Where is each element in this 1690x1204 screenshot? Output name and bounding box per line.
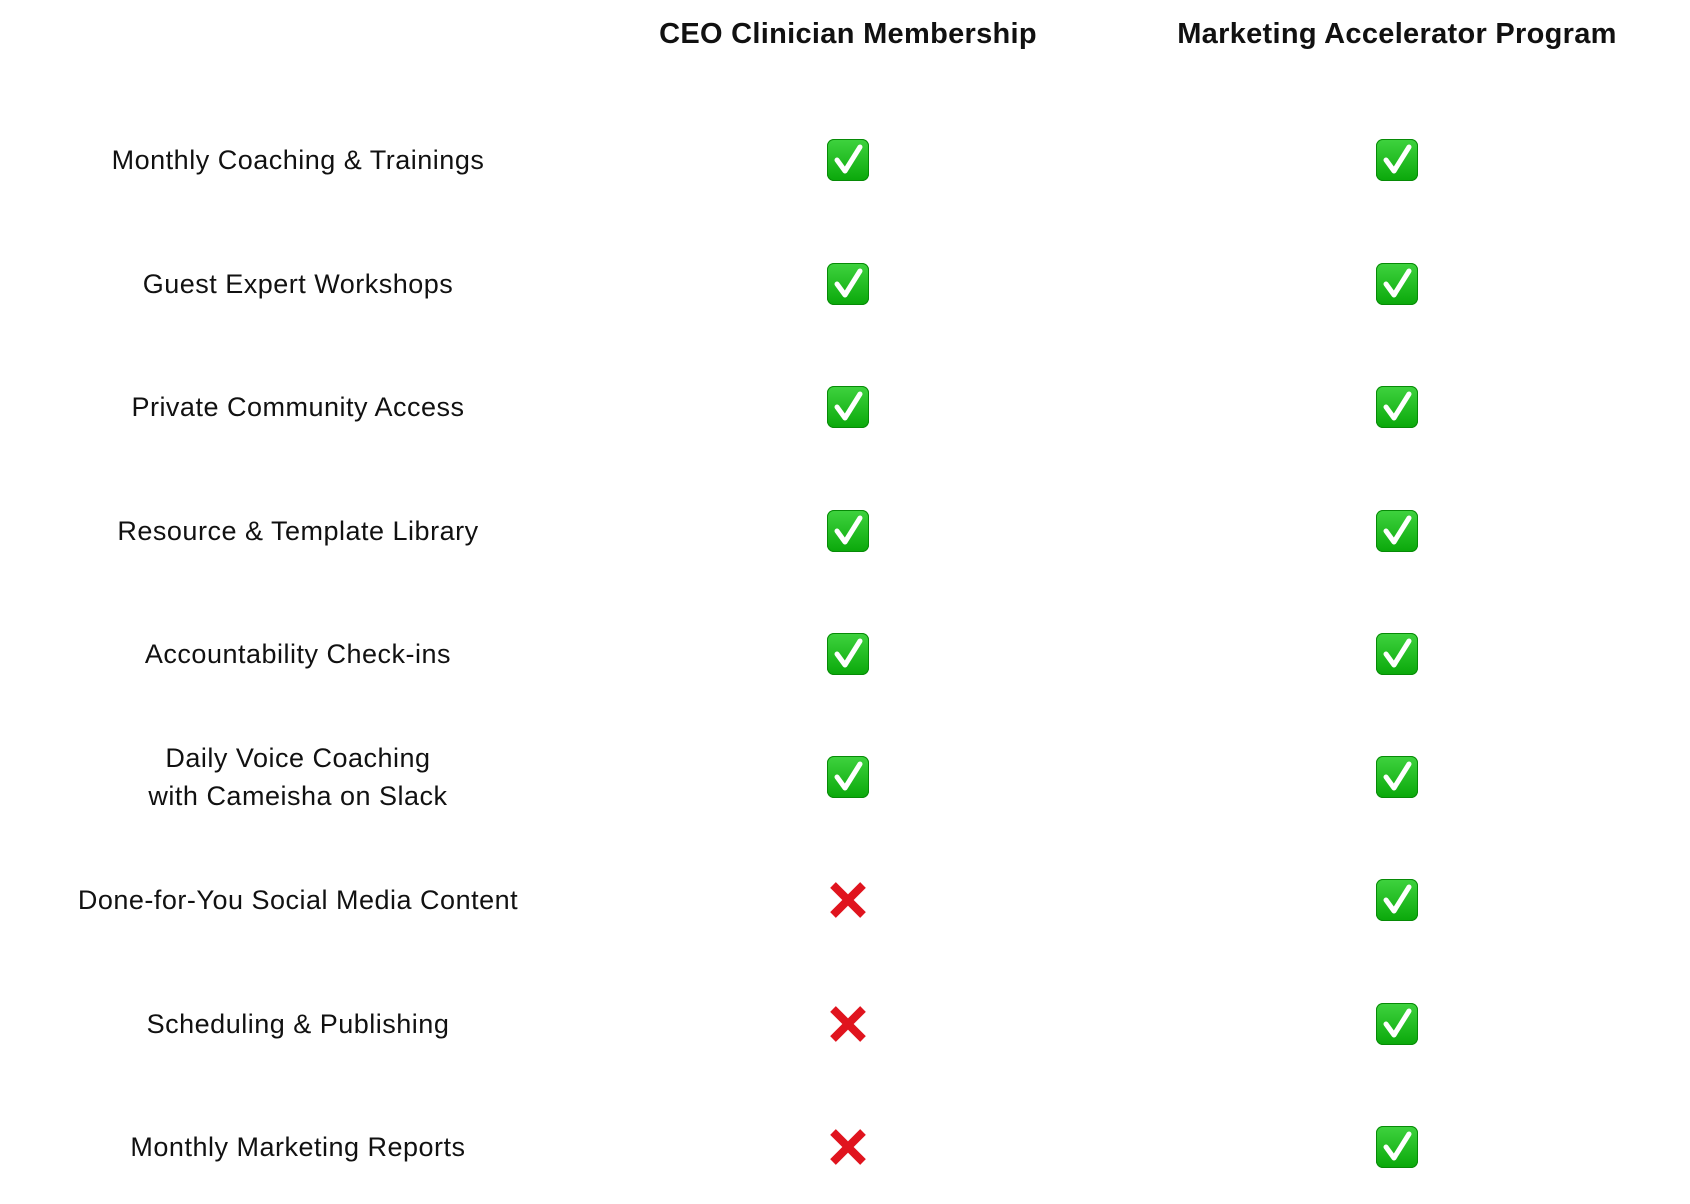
feature-label: Private Community Access	[131, 392, 465, 422]
check-icon	[1376, 756, 1418, 798]
cross-icon	[827, 1126, 869, 1168]
check-icon	[1376, 633, 1418, 675]
check-icon	[1376, 1003, 1418, 1045]
column-header-ceo-clinician-membership: CEO Clinician Membership	[659, 18, 1037, 50]
cross-icon	[827, 879, 869, 921]
check-icon	[827, 510, 869, 552]
check-icon	[827, 633, 869, 675]
feature-label: Done-for-You Social Media Content	[77, 885, 519, 915]
check-icon	[1376, 263, 1418, 305]
feature-label: Resource & Template Library	[117, 516, 479, 546]
check-icon	[1376, 1126, 1418, 1168]
feature-label: Accountability Check-ins	[144, 639, 452, 669]
check-icon	[1376, 510, 1418, 552]
check-icon	[1376, 139, 1418, 181]
cross-icon	[827, 1003, 869, 1045]
check-icon	[827, 756, 869, 798]
feature-label: Guest Expert Workshops	[142, 269, 454, 299]
feature-label: Monthly Marketing Reports	[130, 1132, 466, 1162]
check-icon	[827, 386, 869, 428]
feature-label: Daily Voice Coaching with Cameisha on Sl…	[148, 743, 448, 811]
check-icon	[1376, 879, 1418, 921]
check-icon	[827, 263, 869, 305]
column-header-marketing-accelerator-program: Marketing Accelerator Program	[1177, 18, 1617, 50]
check-icon	[1376, 386, 1418, 428]
check-icon	[827, 139, 869, 181]
feature-label: Monthly Coaching & Trainings	[111, 145, 485, 175]
feature-label: Scheduling & Publishing	[146, 1009, 450, 1039]
